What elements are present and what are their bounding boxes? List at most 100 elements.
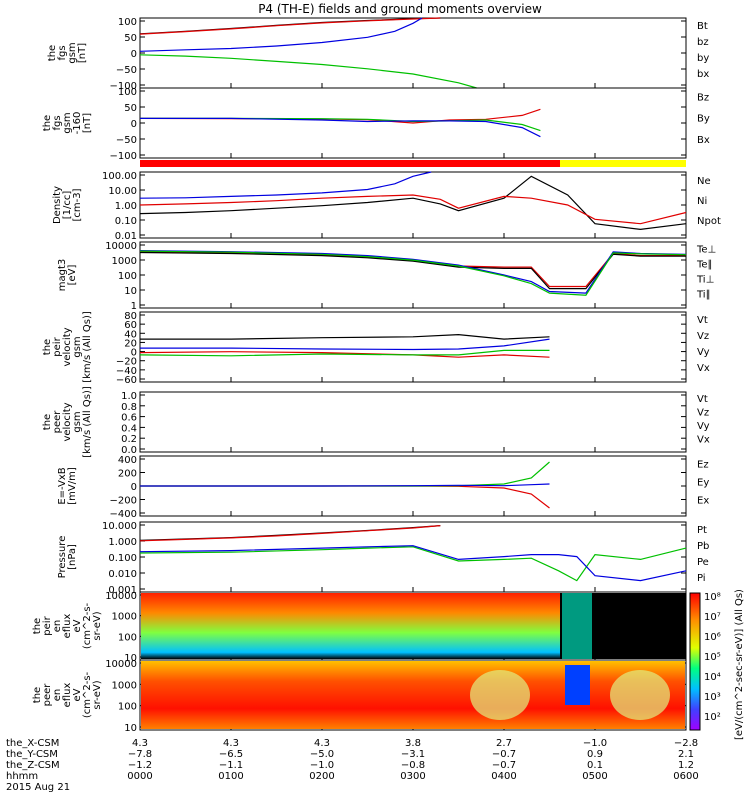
y-axis-label: thepeerenefluxeV(cm^2-s-sr-eV): [32, 671, 103, 718]
y-axis-label: thepeervelocitygsm[km/s (All Qs)]: [42, 386, 93, 458]
y-label-line: [km/s (All Qs)]: [82, 311, 93, 383]
y-axis-label: thefgsgsm-160[nT]: [42, 112, 93, 135]
y-tick-label: 0.100: [108, 553, 137, 564]
ephemeris-value: 0400: [491, 771, 516, 782]
spectrogram-ion-burst: [562, 593, 592, 659]
y-axis-label: magt3[eV]: [57, 259, 78, 292]
y-tick-label: 0: [131, 482, 137, 493]
legend-entry: Pi: [697, 573, 706, 584]
legend-entry: Bt: [697, 21, 708, 32]
y-axis-label: E=-VxB[mV/m]: [57, 467, 78, 505]
ephemeris-value: −2.8: [674, 738, 698, 749]
legend-entry: bx: [697, 69, 709, 80]
y-tick-label: 20: [124, 338, 137, 349]
panel-frame: [139, 391, 687, 453]
y-tick-label: 0: [131, 119, 137, 130]
y-tick-label: 10: [124, 286, 137, 297]
series-Te∥: [139, 251, 686, 290]
panel-7: 400 200 0 −200 −400 E=-VxB[mV/m] Ez Ey Ex: [57, 455, 709, 520]
y-label-line: -160: [72, 112, 83, 135]
y-tick-label: 60: [124, 320, 137, 331]
y-tick-label: 0.6: [121, 413, 137, 424]
y-tick-label: 400: [118, 455, 137, 466]
ephemeris-value: 0100: [218, 771, 243, 782]
ephemeris-value: −3.1: [401, 749, 425, 760]
series-Ey: [140, 461, 550, 487]
series-Pb: [139, 525, 441, 542]
y-tick-label: 100: [118, 271, 137, 282]
spectrogram-electron-blob: [470, 670, 530, 720]
panel-frame: [139, 311, 687, 383]
ephemeris-value: 1.2: [678, 760, 694, 771]
series-Vt: [140, 333, 550, 340]
ephemeris-value: −0.7: [492, 760, 516, 771]
y-label-line: eV: [72, 619, 83, 632]
legend-entry: Ti∥: [696, 290, 711, 301]
series-Ez: [140, 485, 550, 509]
y-axis-label: Density[1/cc][cm-3]: [52, 186, 83, 224]
y-tick-label: 10: [124, 723, 137, 734]
y-label-line: gsm: [72, 336, 83, 357]
y-label-line: the: [42, 414, 53, 430]
y-tick-label: 50: [124, 33, 137, 44]
y-tick-label: 50: [124, 103, 137, 114]
panel-stack: 100500−50−100thefgsgsm[nT]Btbzbybx100500…: [32, 17, 721, 734]
legend-entry: By: [697, 114, 710, 125]
ephemeris-value: −1.0: [583, 738, 607, 749]
y-tick-label: 10000: [105, 241, 137, 252]
y-tick-label: 10.000: [102, 521, 137, 532]
ephemeris-value: 4.3: [314, 738, 330, 749]
legend-entry: bz: [697, 37, 709, 48]
spectrogram-electron-dip: [565, 665, 590, 705]
ephemeris-value: 2.7: [496, 738, 512, 749]
ephemeris-value: −1.0: [310, 760, 334, 771]
y-label-line: [1/cc]: [62, 191, 73, 220]
y-tick-label: 0: [131, 348, 137, 359]
y-tick-label: 0.8: [121, 402, 137, 413]
series-Pt: [139, 525, 441, 541]
ephemeris-value: 0300: [400, 771, 425, 782]
y-tick-label: 40: [124, 329, 137, 340]
colorbar-tick-label: 10²: [704, 712, 721, 723]
y-tick-label: 1.0: [121, 391, 137, 402]
y-label-line: peir: [52, 336, 63, 356]
spectrogram-group: [141, 593, 686, 729]
y-label-line: peer: [42, 683, 53, 707]
y-label-line: (cm^2-s-: [82, 602, 93, 649]
ephemeris-row-label: hhmm: [6, 771, 38, 782]
ephemeris-value: 0.1: [587, 760, 603, 771]
y-tick-label: −50: [116, 135, 137, 146]
panel-frame: [139, 521, 687, 593]
y-label-line: [cm-3]: [72, 188, 83, 221]
ephemeris-value: 4.3: [132, 738, 148, 749]
y-tick-label: 0.2: [121, 434, 137, 445]
y-label-line: sr-eV): [92, 611, 103, 640]
series-Vy: [139, 349, 550, 357]
panel-2: 100 50 0 −50 −100 thefgsgsm-160[nT] Bz By Bx: [42, 87, 710, 162]
colorbar-tick-label: 10³: [704, 692, 721, 703]
y-label-line: velocity: [62, 402, 73, 441]
ephemeris-value: −5.0: [310, 749, 334, 760]
y-tick-label: 100: [118, 702, 137, 713]
ephemeris-row-label: the_Y-CSM: [6, 749, 58, 760]
y-tick-label: −400: [110, 509, 137, 520]
y-label-line: the: [47, 45, 58, 61]
series-Bx: [140, 117, 541, 138]
colorbar-tick-label: 10⁸: [704, 592, 721, 603]
spectrogram-electron: [141, 661, 685, 729]
y-label-line: the: [42, 339, 53, 355]
legend-entry: by: [697, 53, 709, 64]
colorbar-tick-label: 10⁷: [704, 612, 721, 623]
legend-entry: Vz: [697, 408, 709, 419]
legend-entry: Ex: [697, 495, 709, 506]
series-Ti∥: [139, 250, 687, 296]
ephemeris-value: −0.8: [401, 760, 425, 771]
panel-6: 1.00.80.60.40.20.0 thepeervelocitygsm[km/…: [42, 386, 710, 458]
series-bz: [139, 17, 441, 35]
y-label-line: [nPa]: [67, 544, 78, 570]
chart-title: P4 (TH-E) fields and ground moments over…: [258, 2, 542, 16]
colorbar-tick-label: 10⁴: [704, 672, 721, 683]
y-axis-label: thepeirenefluxeV(cm^2-s-sr-eV): [32, 602, 103, 649]
y-tick-label: 1000: [112, 612, 137, 623]
